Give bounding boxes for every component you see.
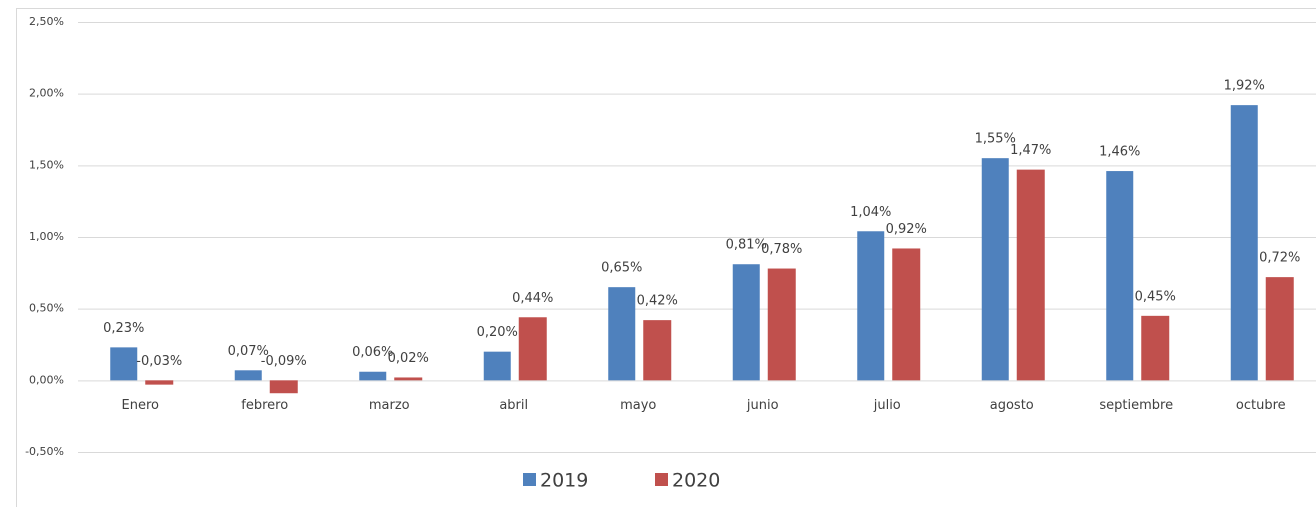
x-tick-label: junio <box>746 398 779 413</box>
data-label: 0,72% <box>1259 251 1300 266</box>
data-label: -0,03% <box>136 354 182 369</box>
data-label: 0,65% <box>601 261 642 276</box>
data-label: 1,55% <box>975 132 1016 147</box>
data-label: 0,02% <box>388 351 429 366</box>
data-label: 1,92% <box>1224 79 1265 94</box>
bar <box>359 371 387 381</box>
bar <box>608 287 636 381</box>
y-tick-label: 1,00% <box>29 230 64 243</box>
x-tick-label: marzo <box>369 398 410 413</box>
data-label: 1,04% <box>850 205 891 220</box>
bar <box>110 347 138 381</box>
x-tick-label: octubre <box>1236 398 1286 413</box>
x-tick-label: febrero <box>241 398 288 413</box>
legend-label: 2020 <box>672 470 720 492</box>
bar <box>518 317 547 381</box>
bar <box>1265 277 1294 381</box>
chart-border <box>16 8 1316 507</box>
bar <box>892 248 921 381</box>
bar <box>145 380 174 385</box>
bar <box>1016 169 1045 381</box>
data-label: -0,09% <box>261 354 307 369</box>
bar <box>394 377 423 381</box>
x-tick-label: abril <box>499 398 528 413</box>
bar <box>857 231 885 381</box>
x-tick-label: septiembre <box>1099 398 1173 413</box>
bar <box>483 351 511 381</box>
y-tick-label: 1,50% <box>29 158 64 171</box>
bar <box>269 380 298 394</box>
data-label: 0,23% <box>103 321 144 336</box>
y-tick-label: 2,00% <box>29 87 64 100</box>
data-label: 0,07% <box>228 344 269 359</box>
y-tick-label: 2,50% <box>29 15 64 28</box>
bar <box>767 268 796 381</box>
data-label: 0,78% <box>761 242 802 257</box>
legend-label: 2019 <box>540 470 588 492</box>
y-tick-label: -0,50% <box>25 445 64 458</box>
legend-swatch <box>655 473 668 486</box>
y-tick-label: 0,00% <box>29 373 64 386</box>
bar <box>1141 315 1170 381</box>
x-tick-label: mayo <box>620 398 656 413</box>
x-tick-label: agosto <box>990 398 1034 413</box>
data-label: 0,20% <box>477 325 518 340</box>
x-tick-label: Enero <box>122 398 160 413</box>
data-label: 1,46% <box>1099 145 1140 160</box>
data-label: 0,45% <box>1135 289 1176 304</box>
legend-swatch <box>523 473 536 486</box>
bar <box>1230 105 1258 381</box>
data-label: 0,81% <box>726 238 767 253</box>
bar <box>1106 171 1134 381</box>
data-label: 0,44% <box>512 291 553 306</box>
data-label: 0,92% <box>886 222 927 237</box>
bar <box>643 320 672 381</box>
x-tick-label: julio <box>873 398 901 413</box>
bar <box>981 158 1009 381</box>
bar <box>234 370 262 381</box>
y-tick-label: 0,50% <box>29 302 64 315</box>
data-label: 1,47% <box>1010 143 1051 158</box>
bar <box>732 264 760 381</box>
data-label: 0,06% <box>352 345 393 360</box>
data-label: 0,42% <box>637 294 678 309</box>
